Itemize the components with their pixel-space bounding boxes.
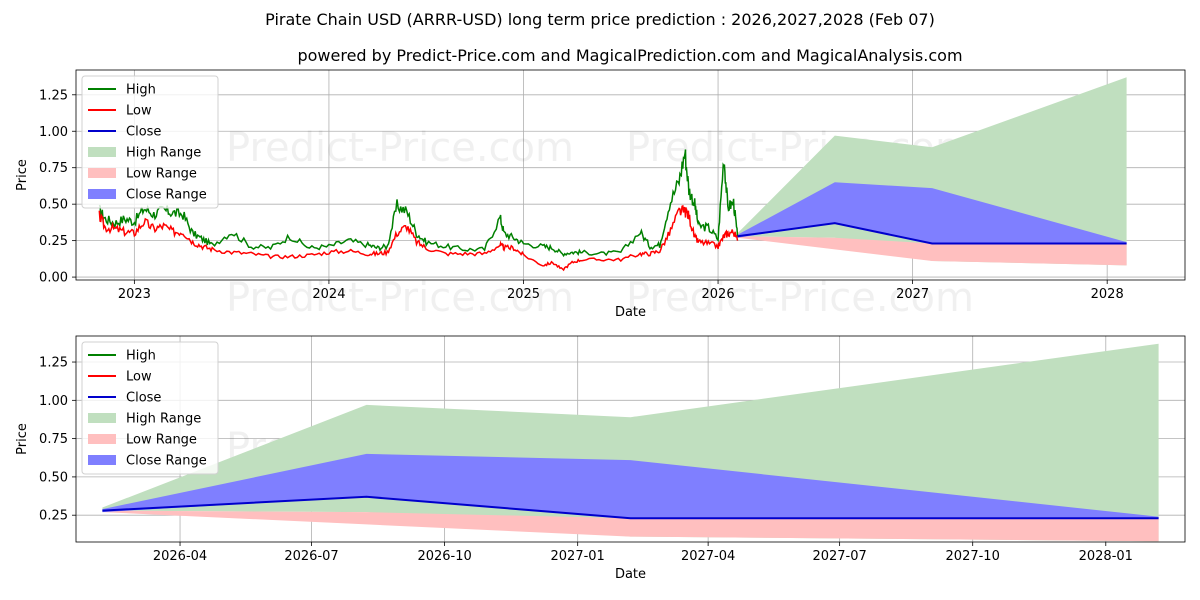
price-history-panel: Predict-Price.com Predict-Price.com Predic…	[15, 69, 1186, 321]
legend-swatch-close-range	[88, 455, 116, 465]
y-tick-label: 1.25	[39, 88, 68, 103]
watermark-text: Predict-Price.com	[226, 275, 574, 321]
x-axis-label: Date	[615, 305, 646, 320]
close-forecast-line	[102, 495, 1159, 520]
legend-label: High Range	[126, 146, 201, 161]
y-tick-label: 1.00	[39, 125, 68, 140]
y-tick-label: 0.50	[39, 470, 68, 485]
x-tick-label: 2025	[507, 287, 540, 302]
x-tick-label: 2026-04	[153, 549, 207, 564]
axes-frame	[75, 69, 1186, 281]
forecast-zoom-panel: Predict-Price.comPredict-Price.com2026-0…	[15, 335, 1186, 582]
close-range-band	[737, 182, 1127, 244]
y-tick-label: 0.25	[39, 234, 68, 249]
legend-label: Low Range	[126, 433, 197, 448]
y-axis-label: Price	[15, 159, 30, 191]
legend: High Low Close High Range Low Range Close Ran…	[81, 75, 219, 209]
y-tick-label: 0.25	[39, 509, 68, 524]
legend-label: High	[126, 83, 156, 98]
x-tick-label: 2028-01	[1079, 549, 1133, 564]
watermark-text: Predict-Price.com	[626, 275, 974, 321]
close-range-band	[102, 453, 1159, 519]
y-tick-label: 0.50	[39, 198, 68, 213]
low-series-line	[98, 204, 739, 272]
y-axis-label: Price	[15, 423, 30, 455]
legend-label: Close Range	[126, 454, 207, 469]
x-tick-label: 2026-10	[417, 549, 471, 564]
plot-area	[102, 343, 1159, 542]
x-tick-label: 2027-10	[946, 549, 1000, 564]
legend-swatch-high-range	[88, 147, 116, 157]
y-tick-label: 0.75	[39, 161, 68, 176]
legend-swatch-low-range	[88, 168, 116, 178]
close-forecast-line	[737, 222, 1127, 245]
x-tick-label: 2027	[896, 287, 929, 302]
y-tick-label: 1.25	[39, 356, 68, 371]
legend-label: Close	[126, 125, 161, 140]
legend-label: Low	[126, 104, 152, 119]
y-tick-label: 0.00	[39, 271, 68, 286]
legend: High Low Close High Range Low Range Close Ran…	[81, 341, 219, 475]
chart-title: Pirate Chain USD (ARRR-USD) long term pr…	[265, 10, 935, 29]
x-tick-label: 2024	[312, 287, 345, 302]
legend-label: High	[126, 349, 156, 364]
legend-label: High Range	[126, 412, 201, 427]
x-tick-label: 2023	[118, 287, 151, 302]
x-axis-label: Date	[615, 567, 646, 582]
y-tick-label: 0.75	[39, 432, 68, 447]
legend-label: Low Range	[126, 167, 197, 182]
legend-label: Close Range	[126, 188, 207, 203]
legend-swatch-low-range	[88, 434, 116, 444]
y-tick-label: 1.00	[39, 394, 68, 409]
x-tick-label: 2027-04	[681, 549, 735, 564]
watermark-text: Predict-Price.com	[226, 125, 574, 171]
legend-swatch-close-range	[88, 189, 116, 199]
plot-area	[98, 77, 1127, 272]
x-tick-label: 2027-07	[812, 549, 866, 564]
low-range-band	[102, 510, 1159, 542]
x-tick-label: 2027-01	[551, 549, 605, 564]
chart-subtitle: powered by Predict-Price.com and Magical…	[297, 46, 962, 65]
x-tick-label: 2026	[702, 287, 735, 302]
legend-swatch-high-range	[88, 413, 116, 423]
x-tick-label: 2026-07	[284, 549, 338, 564]
x-tick-label: 2028	[1091, 287, 1124, 302]
legend-label: Low	[126, 370, 152, 385]
legend-label: Close	[126, 391, 161, 406]
high-series-line	[98, 149, 739, 258]
